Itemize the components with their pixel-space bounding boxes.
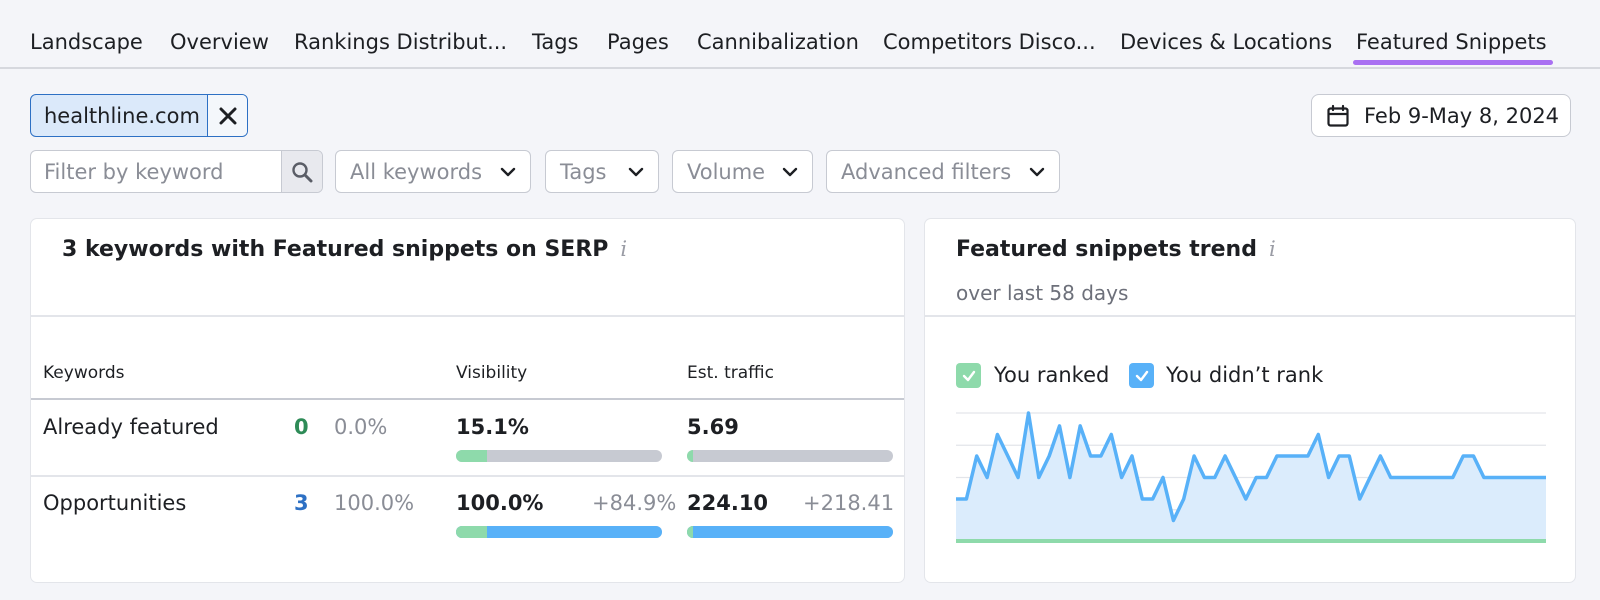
tab-featured-snippets[interactable]: Featured Snippets [1356,30,1547,54]
featured-snippets-keywords-card: 3 keywords with Featured snippets on SER… [31,219,904,582]
advanced-filters-label: Advanced filters [841,159,1012,184]
keyword-filter-input[interactable] [31,151,281,192]
info-icon[interactable]: i [1268,237,1276,261]
tab-landscape[interactable]: Landscape [30,30,143,54]
checkbox-checked-icon [956,363,981,388]
chevron-down-icon [500,167,516,176]
volume-label: Volume [687,159,766,184]
info-icon[interactable]: i [620,237,628,261]
row-label: Already featured [43,415,219,439]
search-button[interactable] [281,151,322,192]
row-divider [31,475,904,477]
active-tab-indicator [1353,60,1553,65]
volume-dropdown[interactable]: Volume [672,150,813,193]
tab-overview[interactable]: Overview [170,30,269,54]
series-area-you-didnt-rank [956,413,1546,542]
keywords-card-title: 3 keywords with Featured snippets on SER… [62,237,628,262]
tab-cannibalization[interactable]: Cannibalization [697,30,859,54]
visibility-delta: +84.9% [592,491,677,515]
visibility-bar [456,526,662,538]
row-traffic: 224.10 [687,491,769,515]
tab-pages[interactable]: Pages [607,30,669,54]
calendar-icon [1327,104,1349,127]
row-count[interactable]: 3 [294,491,309,515]
date-range-label: Feb 9-May 8, 2024 [1364,103,1560,128]
all-keywords-dropdown[interactable]: All keywords [335,150,531,193]
column-header-visibility: Visibility [456,363,528,383]
row-visibility: 100.0% [456,491,544,515]
tab-rankings-distribution[interactable]: Rankings Distribut... [294,30,508,54]
row-traffic: 5.69 [687,415,739,439]
trend-chart [956,411,1546,543]
row-percent: 0.0% [334,415,388,439]
row-percent: 100.0% [334,491,415,515]
traffic-bar [687,450,893,462]
domain-chip: healthline.com [30,94,248,137]
legend-label: You ranked [994,363,1110,387]
featured-snippets-trend-card: Featured snippets trend i over last 58 da… [925,219,1575,582]
tags-label: Tags [560,159,607,184]
checkbox-checked-icon [1129,363,1154,388]
advanced-filters-dropdown[interactable]: Advanced filters [826,150,1060,193]
trend-card-title: Featured snippets trend i [956,237,1276,262]
header-divider [31,398,904,400]
row-count[interactable]: 0 [294,415,309,439]
tab-devices-locations[interactable]: Devices & Locations [1120,30,1333,54]
trend-card-subtitle: over last 58 days [956,281,1129,305]
report-tabs: Landscape Overview Rankings Distribut...… [0,0,1600,69]
remove-domain-button[interactable] [207,95,247,136]
row-visibility: 15.1% [456,415,529,439]
tags-dropdown[interactable]: Tags [545,150,659,193]
visibility-bar [456,450,662,462]
card-divider [925,315,1575,317]
search-icon [292,161,313,182]
domain-chip-label: healthline.com [44,103,200,128]
card-divider [31,315,904,317]
chevron-down-icon [1029,167,1045,176]
chevron-down-icon [628,167,644,176]
all-keywords-label: All keywords [350,159,483,184]
close-icon [219,107,237,124]
keyword-filter [30,150,323,193]
column-header-keywords: Keywords [43,363,125,383]
chevron-down-icon [782,167,798,176]
date-range-picker[interactable]: Feb 9-May 8, 2024 [1311,94,1571,137]
tab-competitors-discovery[interactable]: Competitors Disco... [883,30,1096,54]
legend-label: You didn’t rank [1166,363,1324,387]
column-header-est-traffic: Est. traffic [687,363,774,383]
traffic-delta: +218.41 [803,491,895,515]
row-label: Opportunities [43,491,187,515]
traffic-bar [687,526,893,538]
tab-tags[interactable]: Tags [532,30,579,54]
series-line-you-didnt-rank [956,411,1546,523]
